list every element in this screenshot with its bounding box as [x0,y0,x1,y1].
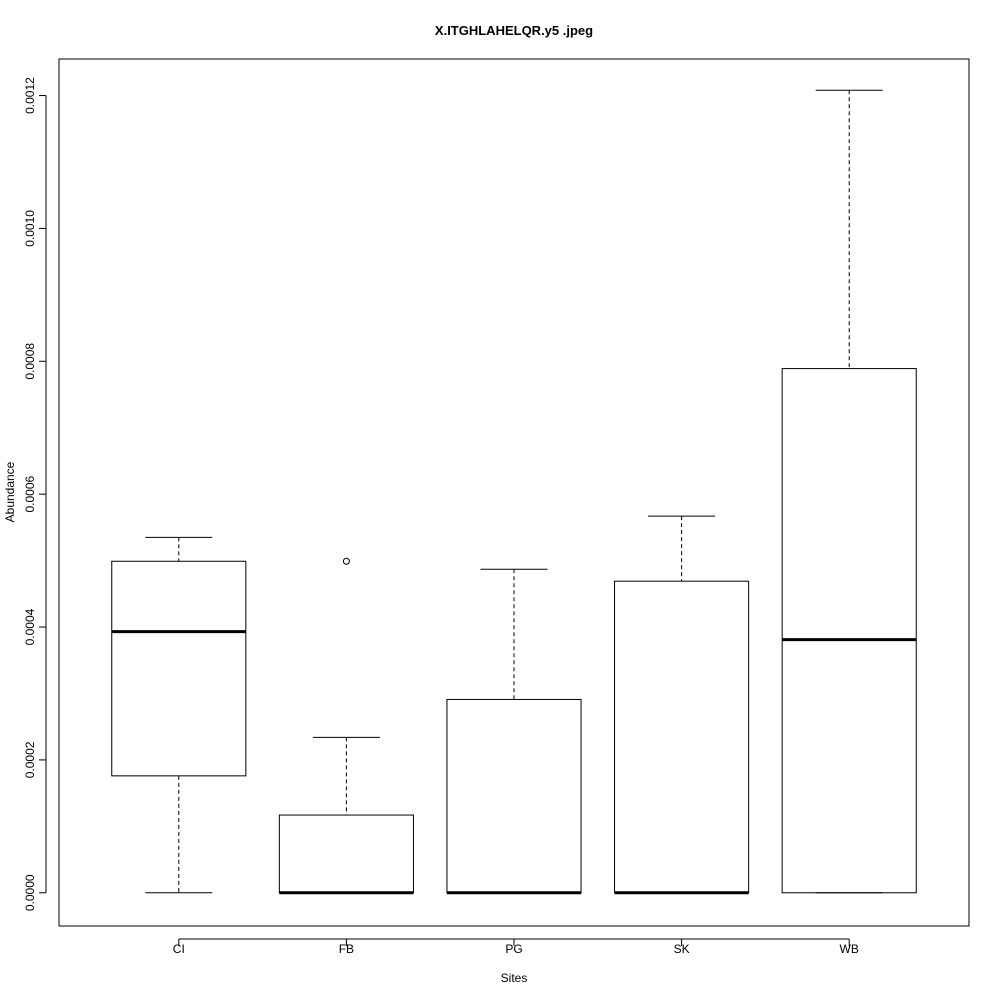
box-iqr [446,698,582,894]
y-tick-label: 0.0008 [23,343,37,380]
box-ci [111,536,247,894]
x-axis: CI FB PG SK WB [173,938,859,956]
y-tick-label: 0.0006 [23,475,37,512]
x-tick-label: CI [173,942,185,956]
box-iqr [111,560,247,777]
y-tick-label: 0.0002 [23,741,37,778]
outlier-point [342,557,350,565]
y-axis-label: Abundance [3,461,17,522]
plot-frame [58,58,970,927]
box-iqr [278,814,414,894]
x-tick-label: WB [840,942,859,956]
y-tick-label: 0.0010 [23,210,37,247]
x-tick-label: SK [674,942,690,956]
box-iqr [614,580,750,894]
y-tick-label: 0.0000 [23,874,37,911]
x-tick-label: FB [339,942,354,956]
box-sk [614,515,750,895]
x-tick-label: PG [505,942,522,956]
y-tick-label: 0.0012 [23,77,37,114]
chart-title: X.ITGHLAHELQR.y5 .jpeg [435,23,593,38]
y-tick-label: 0.0004 [23,608,37,645]
x-axis-label: Sites [501,971,528,985]
box-fb [278,557,414,895]
boxes-group [111,89,917,895]
y-axis: 0.0000 0.0002 0.0004 0.0006 0.0008 0.0010 0.00… [23,77,47,911]
box-pg [446,568,582,895]
box-iqr [781,368,917,894]
box-wb [781,89,917,894]
